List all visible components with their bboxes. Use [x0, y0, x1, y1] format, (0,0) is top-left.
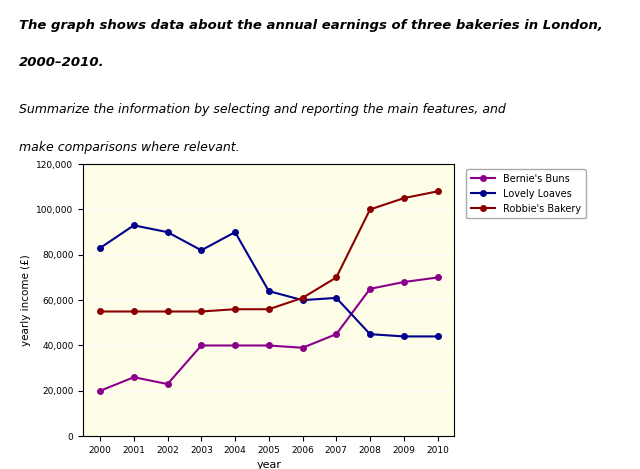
X-axis label: year: year — [256, 461, 282, 469]
Legend: Bernie's Buns, Lovely Loaves, Robbie's Bakery: Bernie's Buns, Lovely Loaves, Robbie's B… — [466, 169, 586, 219]
Y-axis label: yearly income (£): yearly income (£) — [20, 254, 31, 346]
Text: make comparisons where relevant.: make comparisons where relevant. — [19, 141, 240, 154]
Text: Summarize the information by selecting and reporting the main features, and: Summarize the information by selecting a… — [19, 103, 506, 116]
Text: The graph shows data about the annual earnings of three bakeries in London,: The graph shows data about the annual ea… — [19, 19, 603, 32]
Text: 2000–2010.: 2000–2010. — [19, 56, 105, 69]
